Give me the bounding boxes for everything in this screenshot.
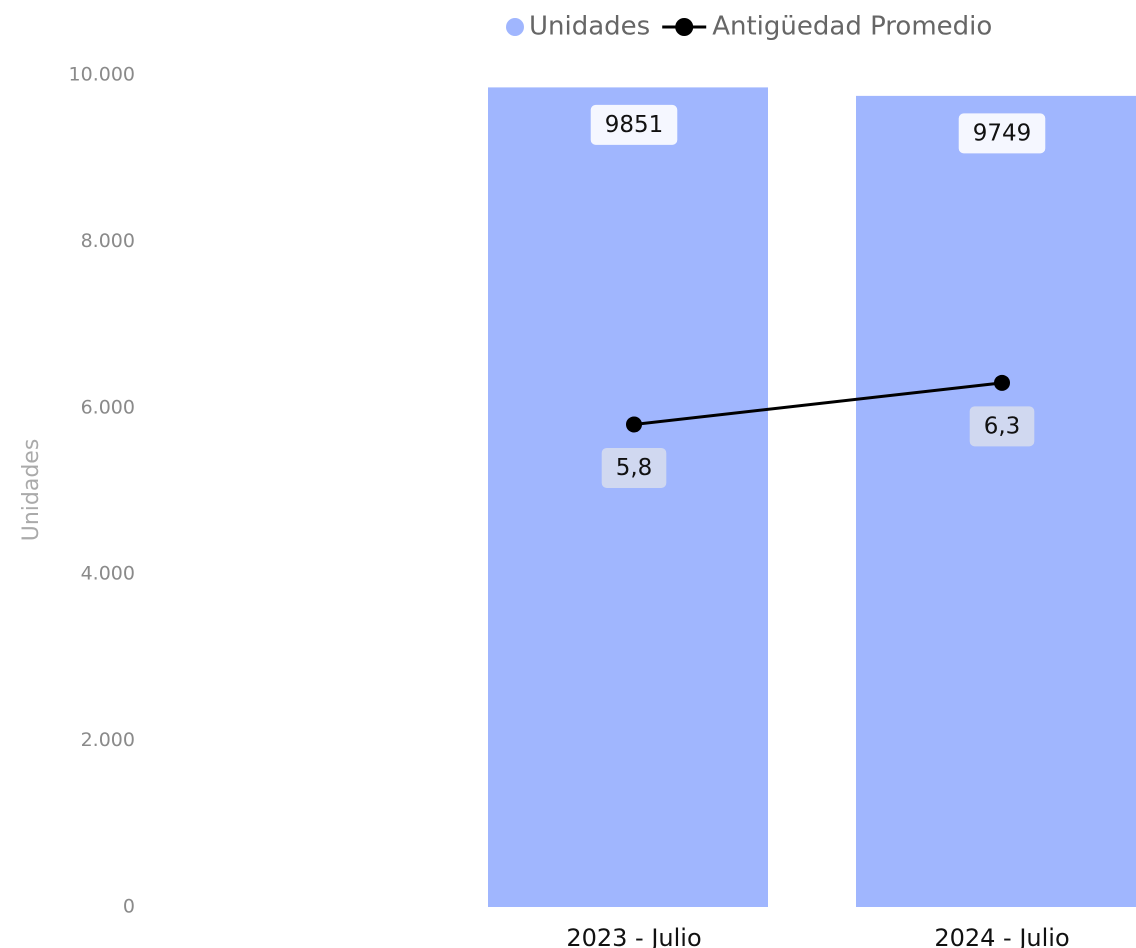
y-tick-label: 6.000: [81, 396, 135, 418]
y-tick-label: 8.000: [81, 230, 135, 252]
data-label-box: [969, 406, 1035, 447]
x-tick-label: 2023 - Julio: [566, 924, 701, 948]
y-tick-label: 2.000: [81, 729, 135, 751]
y-axis-title: Unidades: [19, 439, 44, 542]
line: [633, 381, 1003, 426]
legend-label: Unidades: [529, 12, 650, 42]
y-tick-label: 0: [123, 896, 135, 918]
y-tick-label: 4.000: [81, 563, 135, 585]
data-label: 5,8: [616, 455, 653, 481]
point: [626, 416, 642, 433]
x-tick-label: 2024 - Julio: [934, 924, 1069, 948]
data-label: 9851: [605, 112, 664, 138]
bar: [856, 95, 1136, 908]
legend-swatch: [506, 18, 524, 36]
legend-label: Antigüedad Promedio: [712, 12, 992, 42]
point: [994, 374, 1010, 391]
data-label-box: [601, 447, 667, 488]
legend-swatch: [675, 18, 694, 36]
data-label-box: [958, 113, 1046, 154]
y-tick-label: 10.000: [69, 64, 135, 86]
data-label: 6,3: [984, 413, 1021, 439]
bar: [488, 87, 768, 908]
data-label: 9749: [973, 120, 1032, 146]
data-label-box: [590, 104, 678, 145]
